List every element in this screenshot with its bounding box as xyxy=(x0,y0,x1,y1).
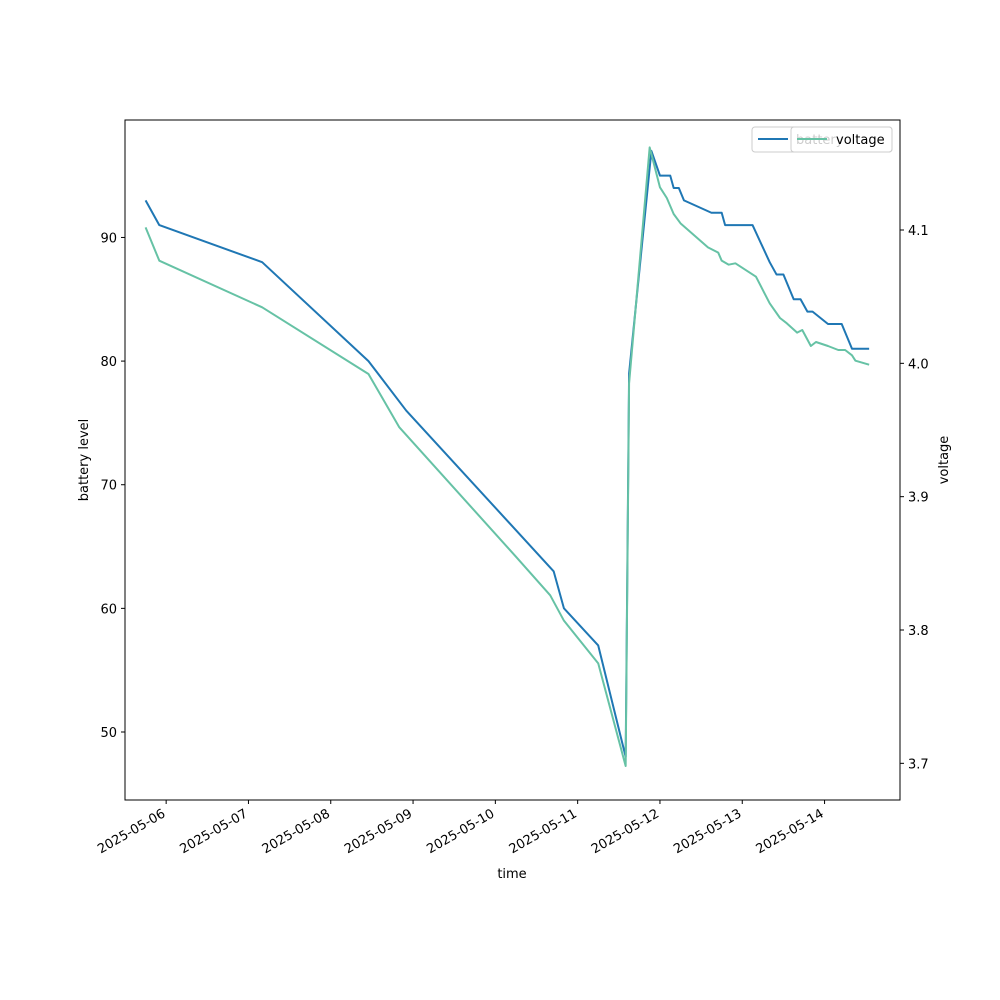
legend-label-voltage: voltage xyxy=(836,133,885,148)
y-left-tick-label: 50 xyxy=(100,726,117,741)
y-axis-left-label: battery level xyxy=(77,419,92,502)
series-line-battery xyxy=(144,149,870,758)
y-right-tick-label: 4.0 xyxy=(908,357,929,372)
y-right-tick-label: 3.8 xyxy=(908,624,929,639)
y-left-tick-label: 80 xyxy=(100,355,117,370)
y-right-tick-label: 3.7 xyxy=(908,757,929,772)
series-layer xyxy=(144,146,870,767)
y-right-tick-label: 3.9 xyxy=(908,491,929,506)
y-axis-left: 50 60 70 80 90 xyxy=(100,231,125,741)
y-axis-right-label: voltage xyxy=(937,436,952,485)
y-left-tick-label: 70 xyxy=(100,479,117,494)
y-right-tick-label: 4.1 xyxy=(908,224,929,239)
series-line-voltage xyxy=(144,146,870,767)
y-left-tick-label: 90 xyxy=(100,231,117,246)
y-left-tick-label: 60 xyxy=(100,602,117,617)
plot-frame xyxy=(124,119,901,801)
legend-voltage: voltage xyxy=(790,126,893,153)
y-axis-right: 3.7 3.8 3.9 4.0 4.1 xyxy=(900,224,929,772)
x-axis-label: time xyxy=(497,867,526,882)
legend-box xyxy=(790,126,893,153)
